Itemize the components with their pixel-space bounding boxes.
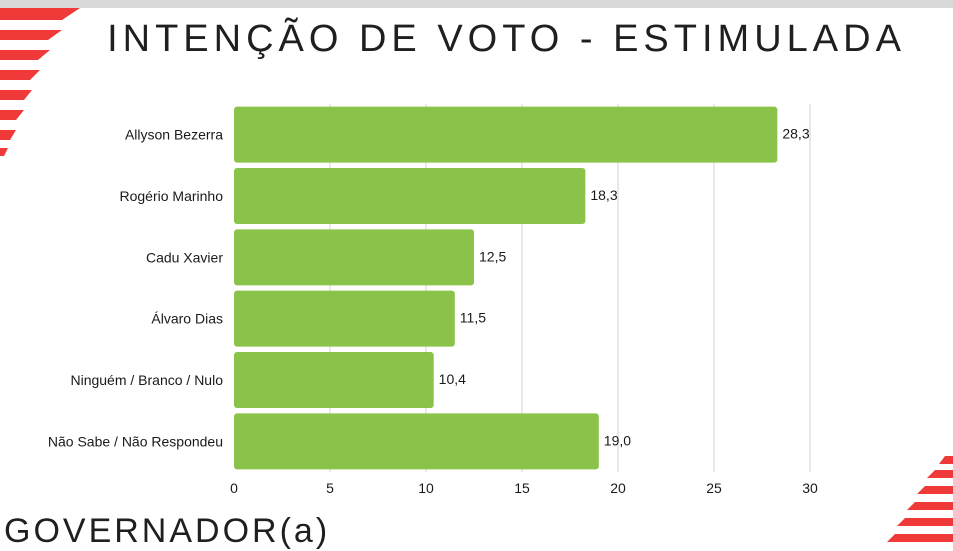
- category-label: Rogério Marinho: [120, 188, 224, 204]
- x-tick-label: 20: [610, 480, 626, 496]
- bar: [234, 290, 455, 347]
- value-label: 12,5: [479, 248, 506, 264]
- category-label: Não Sabe / Não Respondeu: [48, 433, 223, 449]
- bar: [234, 413, 599, 470]
- x-tick-label: 25: [706, 480, 722, 496]
- value-label: 11,5: [460, 310, 486, 326]
- value-label: 28,3: [782, 126, 809, 142]
- labels: 0 5 10 15 20 25 30 Allyson Bezerra 28,3 Rogério M…: [48, 126, 818, 496]
- value-label: 10,4: [439, 371, 466, 387]
- bar: [234, 229, 474, 286]
- corner-stripes-bottom-right: [887, 456, 953, 542]
- value-label: 19,0: [604, 432, 631, 448]
- footer-label: GOVERNADOR(a): [4, 512, 331, 550]
- x-tick-label: 10: [418, 480, 434, 496]
- corner-stripes-top-left: [0, 8, 80, 156]
- category-label: Cadu Xavier: [146, 249, 223, 265]
- x-tick-label: 5: [326, 480, 334, 496]
- bar: [234, 106, 778, 163]
- grid-lines: [329, 104, 811, 472]
- x-tick-label: 30: [802, 480, 818, 496]
- chart-title: INTENÇÃO DE VOTO - ESTIMULADA: [107, 18, 906, 60]
- value-label: 18,3: [590, 187, 617, 203]
- bar: [234, 352, 434, 408]
- x-tick-label: 0: [230, 480, 238, 496]
- bars: [234, 106, 778, 470]
- top-strip: [0, 0, 953, 8]
- category-label: Allyson Bezerra: [125, 127, 223, 143]
- category-label: Álvaro Dias: [151, 311, 223, 327]
- bar: [234, 168, 586, 224]
- category-label: Ninguém / Branco / Nulo: [70, 372, 223, 388]
- x-tick-label: 15: [514, 480, 530, 496]
